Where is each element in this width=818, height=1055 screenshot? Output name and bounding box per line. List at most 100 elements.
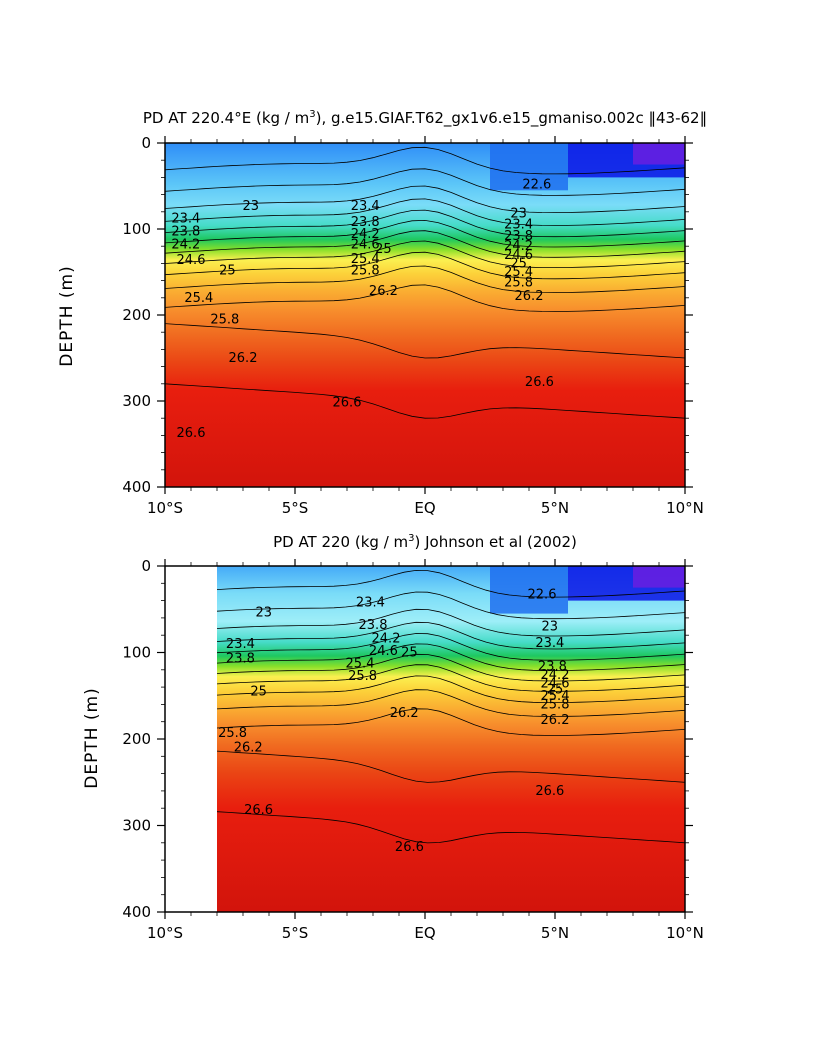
density-field bbox=[217, 566, 685, 912]
chart-panel-model: PD AT 220.4°E (kg / m3), g.e15.GIAF.T62_… bbox=[57, 109, 707, 517]
contour-label: 25 bbox=[547, 683, 564, 698]
contour-label: 23 bbox=[256, 606, 273, 621]
contour-label: 24.6 bbox=[369, 644, 398, 659]
y-tick-label: 0 bbox=[141, 557, 151, 575]
contour-line bbox=[164, 265, 686, 294]
contour-line bbox=[164, 323, 686, 359]
y-tick-label: 200 bbox=[122, 730, 151, 748]
y-tick-label: 300 bbox=[122, 817, 151, 835]
contour-line bbox=[216, 621, 686, 650]
contour-line bbox=[164, 146, 686, 175]
y-axis-label: DEPTH (m) bbox=[57, 265, 77, 366]
contour-label: 23.4 bbox=[171, 212, 200, 227]
contour-line bbox=[164, 383, 686, 419]
contour-line bbox=[216, 664, 686, 692]
contour-label: 23.8 bbox=[538, 659, 567, 674]
contour-line bbox=[216, 591, 686, 620]
contour-label: 23.8 bbox=[359, 618, 388, 633]
contour-line bbox=[164, 185, 686, 214]
contour-label: 26.6 bbox=[333, 396, 362, 411]
contour-label: 23.8 bbox=[226, 652, 255, 667]
contour-line bbox=[216, 750, 686, 783]
contour-line bbox=[164, 209, 686, 238]
contour-label: 22.6 bbox=[528, 588, 557, 603]
contour-line bbox=[164, 198, 686, 226]
contour-line bbox=[164, 284, 686, 312]
contour-label: 23 bbox=[510, 207, 527, 222]
contour-label: 24.6 bbox=[504, 248, 533, 263]
contour-label: 24.6 bbox=[541, 677, 570, 692]
x-tick-label: 10°S bbox=[147, 499, 183, 517]
contour-label: 24.2 bbox=[351, 227, 380, 242]
y-tick-label: 100 bbox=[122, 220, 151, 238]
plot-area: 2323.423.824.224.62525.425.826.226.623.4… bbox=[122, 134, 704, 517]
contour-line bbox=[216, 675, 686, 703]
contour-label: 26.2 bbox=[229, 351, 258, 366]
contour-label: 25.8 bbox=[210, 312, 239, 327]
chart-panel-observations: PD AT 220 (kg / m3) Johnson et al (2002)… bbox=[82, 533, 704, 942]
contour-label: 26.2 bbox=[234, 741, 263, 756]
contour-label: 26.2 bbox=[390, 706, 419, 721]
contour-label: 23 bbox=[243, 199, 260, 214]
contour-line bbox=[216, 608, 686, 637]
contour-line bbox=[216, 653, 686, 682]
contour-label: 24.2 bbox=[171, 237, 200, 252]
contour-line bbox=[164, 219, 686, 248]
contour-label: 25.4 bbox=[351, 252, 380, 267]
contour-label: 23.8 bbox=[351, 215, 380, 230]
contour-label: 26.2 bbox=[541, 713, 570, 728]
contour-label: 25.4 bbox=[541, 689, 570, 704]
contour-label: 26.6 bbox=[177, 426, 206, 441]
contour-label: 25 bbox=[510, 256, 527, 271]
contour-label: 22.6 bbox=[522, 177, 551, 192]
contour-label: 25.4 bbox=[184, 291, 213, 306]
y-axis-label: DEPTH (m) bbox=[82, 687, 102, 788]
contour-line bbox=[216, 689, 686, 717]
x-tick-label: EQ bbox=[414, 924, 435, 942]
contour-label: 23.4 bbox=[535, 636, 564, 651]
contour-label: 25.8 bbox=[218, 726, 247, 741]
surface-density-patch bbox=[490, 143, 568, 191]
x-tick-label: 5°N bbox=[541, 924, 569, 942]
contour-label: 25.8 bbox=[351, 263, 380, 278]
contour-line bbox=[216, 811, 686, 844]
surface-density-patch bbox=[490, 566, 568, 614]
contour-label: 25.8 bbox=[541, 697, 570, 712]
density-field bbox=[165, 143, 685, 487]
contour-label: 25 bbox=[219, 263, 236, 278]
contour-label: 25 bbox=[250, 684, 267, 699]
contour-label: 25 bbox=[375, 242, 392, 257]
contour-label: 23.8 bbox=[504, 229, 533, 244]
contour-line bbox=[164, 240, 686, 268]
contour-line bbox=[216, 633, 686, 661]
contour-label: 25.4 bbox=[504, 265, 533, 280]
contour-label: 24.2 bbox=[541, 668, 570, 683]
x-tick-label: 5°S bbox=[282, 499, 309, 517]
contour-label: 26.2 bbox=[515, 289, 544, 304]
contour-line bbox=[164, 168, 686, 196]
x-tick-label: EQ bbox=[414, 499, 435, 517]
contour-label: 23.4 bbox=[351, 199, 380, 214]
contour-line bbox=[164, 251, 686, 280]
contour-label: 23.8 bbox=[171, 225, 200, 240]
contour-label: 25.8 bbox=[504, 275, 533, 290]
contour-label: 26.6 bbox=[244, 803, 273, 818]
contour-line bbox=[164, 230, 686, 258]
x-tick-label: 10°N bbox=[666, 924, 704, 942]
y-tick-label: 400 bbox=[122, 903, 151, 921]
chart-title: PD AT 220 (kg / m3) Johnson et al (2002) bbox=[273, 533, 577, 551]
contour-line bbox=[216, 708, 686, 736]
contour-label: 24.2 bbox=[504, 239, 533, 254]
contour-label: 25.4 bbox=[346, 657, 375, 672]
contour-label: 26.6 bbox=[525, 375, 554, 390]
contour-label: 26.6 bbox=[395, 840, 424, 855]
contour-label: 23.4 bbox=[356, 595, 385, 610]
surface-density-patch bbox=[633, 566, 685, 588]
y-tick-label: 200 bbox=[122, 306, 151, 324]
y-tick-label: 300 bbox=[122, 392, 151, 410]
contour-label: 24.2 bbox=[372, 632, 401, 647]
contour-line bbox=[216, 569, 686, 598]
contour-label: 24.6 bbox=[351, 237, 380, 252]
contour-label: 26.6 bbox=[535, 784, 564, 799]
